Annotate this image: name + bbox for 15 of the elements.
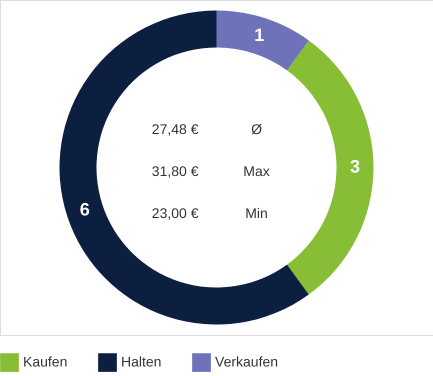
legend-label: Verkaufen bbox=[215, 354, 278, 370]
text: 31,80 € bbox=[152, 163, 199, 179]
text: 23,00 € bbox=[152, 205, 199, 221]
donut-slice bbox=[287, 40, 374, 295]
text: Min bbox=[245, 205, 268, 221]
text: 27,48 € bbox=[152, 121, 199, 137]
data-label: 1 bbox=[254, 24, 264, 45]
data-label: 3 bbox=[350, 156, 360, 176]
text: Max bbox=[243, 163, 270, 179]
data-label: 6 bbox=[80, 199, 90, 220]
legend-label: Halten bbox=[121, 354, 162, 370]
legend-label: Kaufen bbox=[23, 354, 68, 370]
donut-slice bbox=[60, 10, 309, 324]
donut-slice bbox=[216, 10, 309, 70]
text: Ø bbox=[251, 121, 262, 137]
